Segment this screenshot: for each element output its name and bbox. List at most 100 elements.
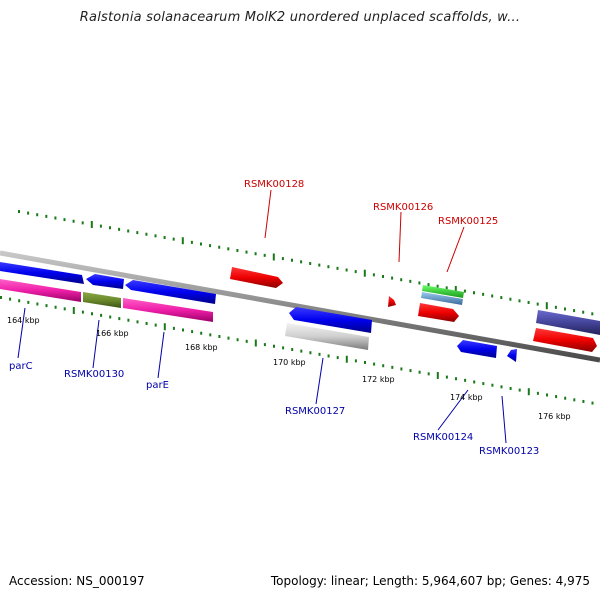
- scale-tick-major: [90, 220, 93, 228]
- scale-tick-minor: [145, 321, 148, 325]
- gene-RSMK00124-feature[interactable]: [457, 340, 497, 358]
- scale-tick-minor: [591, 401, 594, 405]
- gene-RSMK00126-feature[interactable]: [388, 296, 396, 307]
- scale-tick-major: [181, 237, 184, 245]
- scale-tick-minor: [509, 297, 512, 301]
- gene-parE-feature[interactable]: [125, 280, 216, 304]
- scale-tick-minor: [582, 399, 585, 403]
- scale-tick-minor: [200, 331, 203, 335]
- label-leaders: [17, 189, 507, 444]
- gene-label-RSMK00124[interactable]: RSMK00124: [413, 432, 473, 443]
- product-RSMK00130-bar: [83, 292, 121, 308]
- gene-label-RSMK00123[interactable]: RSMK00123: [479, 446, 539, 457]
- scale-tick-minor: [81, 310, 84, 314]
- scale-tick-minor: [391, 365, 394, 369]
- scale-tick-minor: [400, 367, 403, 371]
- scale-tick-minor: [427, 283, 430, 287]
- scale-tick-minor: [591, 312, 594, 316]
- scale-tick-minor: [409, 369, 412, 373]
- scale-tick-minor: [336, 266, 339, 270]
- gene-RSMK00128-feature[interactable]: [230, 267, 283, 288]
- sequence-backbone: [0, 250, 600, 363]
- gene-RSMK00123-feature[interactable]: [507, 349, 517, 362]
- scale-tick-minor: [163, 235, 166, 239]
- scale-tick-minor: [445, 375, 448, 379]
- scale-tick-minor: [109, 226, 111, 230]
- scale-tick-minor: [36, 302, 39, 306]
- scale-tick-minor: [154, 323, 157, 327]
- scale-tick-major: [363, 269, 366, 277]
- scale-tick-minor: [418, 281, 421, 285]
- scale-tick-major: [163, 323, 166, 331]
- gene-label-RSMK00126[interactable]: RSMK00126: [373, 202, 433, 213]
- scale-tick-minor: [564, 396, 567, 400]
- scale-tick-minor: [500, 385, 503, 389]
- gene-RSMK00125-green-bar: [422, 285, 464, 298]
- scale-tick-minor: [263, 253, 266, 257]
- gene-label-RSMK00128[interactable]: RSMK00128: [244, 179, 304, 190]
- gene-RSMK00125-steel-bar: [421, 292, 463, 305]
- gene-RSMK00125-feature[interactable]: [418, 303, 459, 322]
- scale-tick-minor: [145, 232, 148, 236]
- scale-tick-minor: [118, 317, 121, 321]
- gene-label-RSMK00130[interactable]: RSMK00130: [64, 369, 124, 380]
- scale-label-170: 170 kbp: [273, 358, 306, 367]
- scale-tick-major: [254, 339, 257, 347]
- gene-RSMK00127-feature[interactable]: [289, 307, 372, 333]
- scale-tick-minor: [436, 284, 439, 288]
- scale-tick-minor: [245, 250, 248, 254]
- scale-tick-minor: [491, 383, 494, 387]
- scale-tick-minor: [209, 333, 212, 337]
- scale-tick-minor: [300, 260, 303, 264]
- scale-label-176: 176 kbp: [538, 412, 571, 421]
- scale-tick-minor: [281, 257, 284, 261]
- scale-tick-minor: [100, 313, 103, 317]
- scale-tick-minor: [554, 305, 557, 309]
- reverse-strand-dots: [0, 296, 594, 405]
- gene-label-parE[interactable]: parE: [146, 380, 169, 391]
- scale-tick-minor: [282, 346, 285, 350]
- scale-tick-minor: [9, 297, 12, 301]
- scale-tick-minor: [427, 372, 430, 376]
- scale-tick-minor: [491, 294, 494, 298]
- scale-tick-minor: [400, 278, 403, 282]
- scale-tick-minor: [518, 299, 521, 303]
- gene-RSMK00130-feature[interactable]: [86, 274, 124, 289]
- scale-tick-minor: [582, 310, 585, 314]
- scale-tick-minor: [464, 378, 467, 382]
- product-RSMK00127-bar: [285, 323, 369, 350]
- scale-tick-minor: [546, 393, 548, 397]
- scale-label-174: 174 kbp: [450, 393, 483, 402]
- gene-label-RSMK00127[interactable]: RSMK00127: [285, 406, 345, 417]
- accession-text: Accession: NS_000197: [9, 574, 145, 588]
- gene-label-parC[interactable]: parC: [9, 361, 33, 372]
- scale-tick-minor: [300, 349, 303, 353]
- gene-label-RSMK00125[interactable]: RSMK00125: [438, 216, 498, 227]
- scale-tick-minor: [573, 309, 576, 313]
- scale-tick-minor: [54, 305, 57, 309]
- scale-tick-minor: [18, 299, 21, 303]
- gene-edge-red-feature[interactable]: [533, 328, 597, 352]
- scale-tick-minor: [291, 347, 294, 351]
- scale-tick-minor: [200, 242, 202, 246]
- scale-tick-minor: [172, 326, 175, 330]
- scale-tick-minor: [72, 219, 75, 223]
- scale-tick-minor: [236, 248, 239, 252]
- scale-tick-major: [527, 388, 530, 396]
- scale-tick-major: [345, 355, 348, 363]
- scale-tick-minor: [154, 234, 157, 238]
- scale-tick-minor: [463, 289, 466, 293]
- scale-tick-minor: [172, 237, 175, 241]
- scale-tick-minor: [45, 304, 48, 308]
- scale-tick-minor: [564, 307, 566, 311]
- scale-tick-minor: [409, 279, 412, 283]
- scale-tick-minor: [45, 214, 48, 218]
- topology-text: Topology: linear; Length: 5,964,607 bp; …: [270, 574, 590, 588]
- gene-edge-purple-feature[interactable]: [536, 310, 600, 335]
- scale-tick-minor: [182, 328, 184, 332]
- scale-tick-minor: [573, 398, 576, 402]
- scale-tick-minor: [500, 296, 503, 300]
- scale-label-166: 166 kbp: [96, 329, 129, 338]
- gene-parC-feature[interactable]: [0, 262, 84, 284]
- scale-label-172: 172 kbp: [362, 375, 395, 384]
